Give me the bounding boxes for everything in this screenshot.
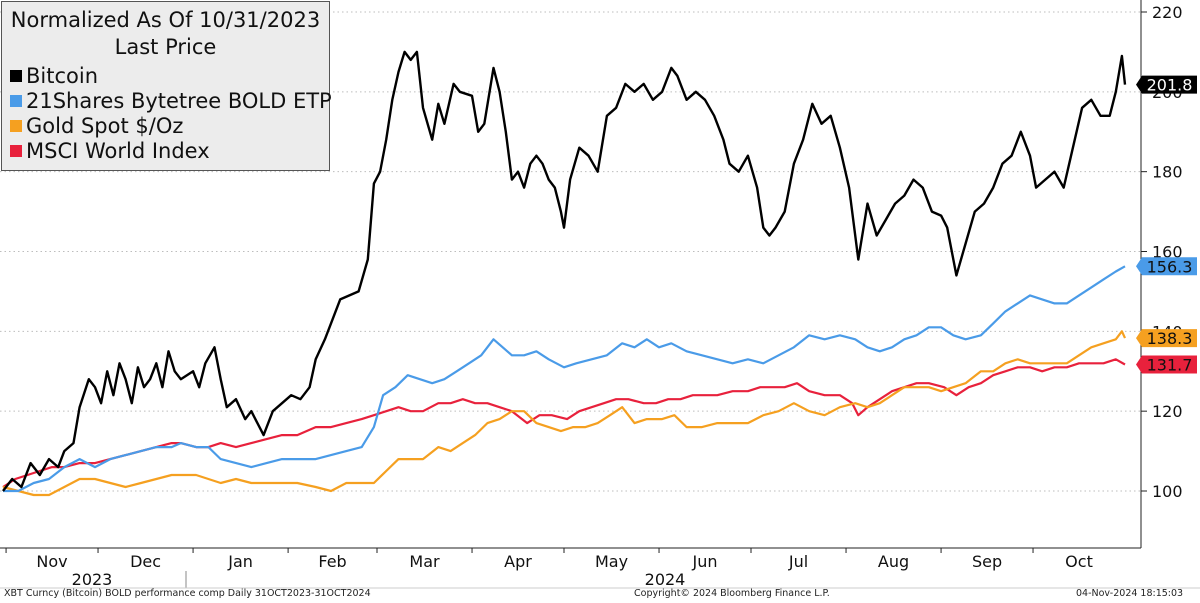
y-tick-label-220: 220 [1152, 3, 1183, 22]
footer-left: XBT Curncy (Bitcoin) BOLD performance co… [4, 588, 371, 599]
legend-item-bold-etp: 21Shares Bytetree BOLD ETP [10, 89, 332, 113]
last-value-label-bold-etp: 156.3 [1147, 257, 1193, 276]
legend-swatch-msci [10, 145, 22, 157]
legend-swatch-bold-etp [10, 95, 22, 107]
x-tick-label-2024-08: Aug [878, 552, 909, 571]
legend-item-bitcoin: Bitcoin [10, 64, 98, 88]
series-line-msci [2, 358, 1126, 488]
y-tick-label-180: 180 [1152, 163, 1183, 182]
last-value-tag-msci: 131.7 [1136, 355, 1197, 374]
last-value-tag-bold-etp: 156.3 [1136, 257, 1197, 276]
year-label-2023: 2023 [72, 570, 113, 589]
year-label-2024: 2024 [645, 570, 686, 589]
x-tick-label-2024-07: Jul [788, 552, 808, 571]
legend-title: Normalized As Of 10/31/2023 [10, 8, 321, 32]
series-line-bold-etp [3, 265, 1126, 493]
legend-label-msci: MSCI World Index [26, 139, 210, 163]
series-lines [2, 50, 1127, 497]
legend-label-gold: Gold Spot $/Oz [26, 114, 184, 138]
last-value-tag-bg-msci [1136, 355, 1197, 374]
x-tick-label-2024-06: Jun [692, 552, 718, 571]
legend-swatch-bitcoin [10, 70, 22, 82]
x-tick-label-2024-04: Apr [504, 552, 532, 571]
series-line-gold [2, 330, 1127, 497]
series-line-bitcoin [2, 50, 1127, 492]
last-value-label-msci: 131.7 [1147, 355, 1193, 374]
x-axis-ticks: Nov Dec Jan Feb Mar Apr May Jun Jul Aug Sep Oct 2023… [5, 548, 1093, 589]
last-value-tag-bg-gold [1136, 329, 1197, 348]
last-value-tags: 201.8 156.3 138.3 131.7 [1136, 75, 1197, 374]
x-tick-label-2023-12: Dec [130, 552, 161, 571]
x-tick-label-2024-09: Sep [972, 552, 1002, 571]
legend-item-gold: Gold Spot $/Oz [10, 114, 183, 138]
last-value-label-bitcoin: 201.8 [1147, 76, 1193, 95]
legend-label-bitcoin: Bitcoin [26, 64, 99, 88]
legend-label-bold-etp: 21Shares Bytetree BOLD ETP [26, 89, 332, 113]
y-tick-label-160: 160 [1152, 243, 1183, 262]
legend: Normalized As Of 10/31/2023 Last Price B… [1, 1, 332, 171]
legend-swatch-gold [10, 120, 22, 132]
x-tick-label-2023-11: Nov [36, 552, 67, 571]
footer-copyright: Copyright© 2024 Bloomberg Finance L.P. [634, 588, 830, 599]
x-tick-label-2024-01: Jan [227, 552, 253, 571]
y-tick-label-120: 120 [1152, 402, 1183, 421]
last-value-tag-bitcoin: 201.8 [1136, 75, 1197, 95]
x-tick-label-2024-10: Oct [1065, 552, 1093, 571]
last-value-tag-bg-bold-etp [1136, 257, 1197, 276]
legend-subtitle: Last Price [114, 35, 217, 59]
legend-item-msci: MSCI World Index [10, 139, 210, 163]
y-tick-label-100: 100 [1152, 482, 1183, 501]
x-tick-label-2024-03: Mar [409, 552, 440, 571]
footer-timestamp: 04-Nov-2024 18:15:03 [1076, 588, 1184, 599]
last-value-tag-gold: 138.3 [1136, 329, 1197, 348]
last-value-tag-bg-bitcoin [1136, 75, 1197, 94]
x-tick-label-2024-02: Feb [318, 552, 346, 571]
x-tick-label-2024-05: May [595, 552, 628, 571]
last-value-label-gold: 138.3 [1147, 329, 1193, 348]
